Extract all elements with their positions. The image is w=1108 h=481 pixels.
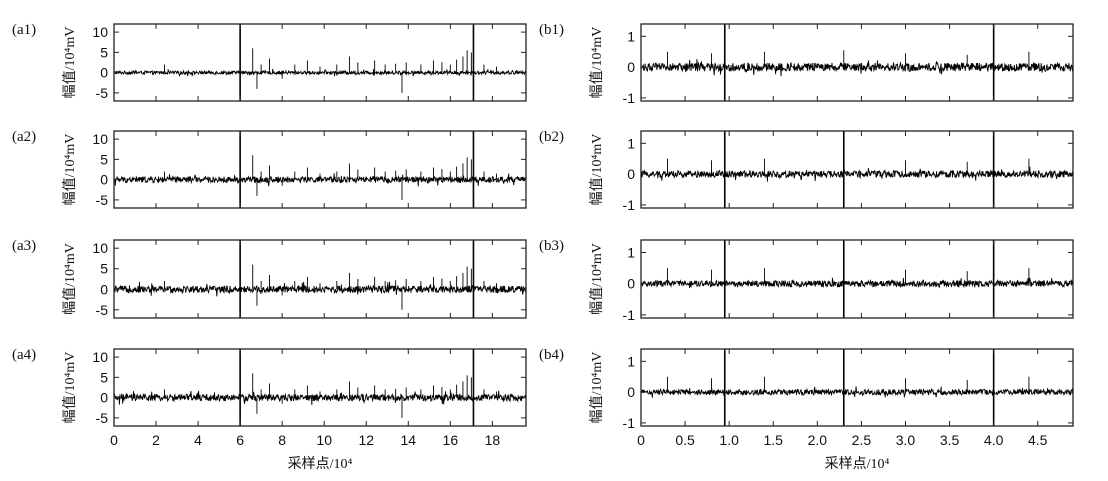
signal-trace-b4 (641, 386, 1073, 398)
y-axis-label-a4: 幅值/10⁴mV (62, 352, 78, 424)
ytick-label-b3-0: 1 (627, 244, 635, 260)
ytick-label-b1-2: -1 (623, 90, 636, 106)
panel-b3: 1 0 -1 (b3) 幅值/10⁴mV (539, 238, 1074, 323)
panel-b1: 1 0 -1 (b1) 幅值/10⁴mV (539, 22, 1074, 106)
panel-label-a2: (a2) (12, 129, 36, 145)
plot-frame-b3 (640, 239, 1074, 319)
xtick-label-a4-2: 4 (194, 432, 202, 448)
xtick-label-a4-5: 10 (316, 432, 332, 448)
plot-frame-a2 (113, 130, 527, 209)
ytick-label-b1-0: 1 (627, 28, 635, 44)
ytick-label-b2-2: -1 (623, 197, 636, 213)
signal-trace-b3 (641, 277, 1073, 289)
ytick-label-a1-2: 0 (100, 65, 108, 81)
ytick-label-a3-3: -5 (96, 302, 109, 318)
xtick-label-b4-3: 1.5 (764, 432, 784, 448)
xtick-label-b4-6: 3.0 (896, 432, 916, 448)
ytick-label-a4-2: 0 (100, 390, 108, 406)
xtick-label-b4-4: 2.0 (808, 432, 828, 448)
ytick-label-a3-2: 0 (100, 281, 108, 297)
xtick-label-a4-9: 18 (485, 432, 501, 448)
xtick-label-a4-6: 12 (358, 432, 374, 448)
signal-trace-b1 (641, 58, 1073, 77)
ytick-label-a3-1: 5 (100, 261, 108, 277)
ytick-label-a2-1: 5 (100, 151, 108, 167)
xtick-label-b4-1: 0.5 (675, 432, 695, 448)
ytick-label-b1-1: 0 (627, 59, 635, 75)
xtick-label-a4-1: 2 (152, 432, 160, 448)
ytick-label-b3-1: 0 (627, 276, 635, 292)
panel-b4: 10-10 0.5 1.0 1.5 2.0 2.5 3.0 3.5 4.0 4.5(b4) 幅值/1… (539, 347, 1074, 472)
ytick-label-b2-0: 1 (627, 135, 635, 151)
y-axis-label-a3: 幅值/10⁴mV (62, 243, 78, 315)
panel-a1: 10 5 0 -5 (a1) 幅值/10⁴mV (12, 22, 527, 102)
ytick-label-b3-2: -1 (623, 307, 636, 323)
panel-a3: 10 5 0 -5 (a3) 幅值/10⁴mV (12, 238, 527, 319)
y-axis-label-b1: 幅值/10⁴mV (589, 27, 605, 99)
ytick-label-b4-2: -1 (623, 415, 636, 431)
panel-label-a3: (a3) (12, 238, 36, 254)
y-axis-label-a2: 幅值/10⁴mV (62, 134, 78, 206)
ytick-label-a4-1: 5 (100, 369, 108, 385)
signal-trace-b2 (641, 166, 1073, 182)
plot-frame-b1 (640, 23, 1074, 102)
xtick-label-a4-3: 6 (236, 432, 244, 448)
panel-label-a4: (a4) (12, 347, 36, 363)
y-axis-label-b3: 幅值/10⁴mV (589, 243, 605, 315)
panel-a2: 10 5 0 -5 (a2) 幅值/10⁴mV (12, 129, 527, 209)
ytick-label-b2-1: 0 (627, 166, 635, 182)
panel-label-b3: (b3) (539, 238, 564, 254)
xtick-label-a4-7: 14 (400, 432, 416, 448)
ytick-label-b4-0: 1 (627, 353, 635, 369)
ytick-label-a4-0: 10 (92, 349, 108, 365)
ytick-label-a2-2: 0 (100, 172, 108, 188)
y-axis-label-b2: 幅值/10⁴mV (589, 134, 605, 206)
ytick-label-a2-0: 10 (92, 131, 108, 147)
xtick-label-b4-5: 2.5 (852, 432, 872, 448)
x-axis-label-b4: 采样点/10⁴ (825, 456, 890, 472)
panel-label-a1: (a1) (12, 22, 36, 38)
plot-frame-a4 (113, 348, 527, 427)
xtick-label-b4-7: 3.5 (940, 432, 960, 448)
panel-b2: 1 0 -1 (b2) 幅值/10⁴mV (539, 129, 1074, 213)
plot-frame-a1 (113, 23, 527, 102)
ytick-label-a4-3: -5 (96, 410, 109, 426)
panel-label-b1: (b1) (539, 22, 564, 38)
xtick-label-b4-8: 4.0 (984, 432, 1004, 448)
xtick-label-a4-8: 16 (443, 432, 459, 448)
ytick-label-a1-3: -5 (96, 85, 109, 101)
ytick-label-a1-0: 10 (92, 24, 108, 40)
ytick-label-a3-0: 10 (92, 240, 108, 256)
ytick-label-a2-3: -5 (96, 192, 109, 208)
ytick-label-b4-1: 0 (627, 384, 635, 400)
xtick-label-b4-9: 4.5 (1028, 432, 1048, 448)
panel-label-b2: (b2) (539, 129, 564, 145)
panel-label-b4: (b4) (539, 347, 564, 363)
y-axis-label-b4: 幅值/10⁴mV (589, 352, 605, 424)
plot-frame-a3 (113, 239, 527, 319)
xtick-label-b4-0: 0 (637, 432, 645, 448)
ytick-label-a1-1: 5 (100, 44, 108, 60)
plot-frame-b2 (640, 130, 1074, 209)
plot-frame-b4 (640, 348, 1074, 427)
xtick-label-a4-0: 0 (110, 432, 118, 448)
xtick-label-b4-2: 1.0 (719, 432, 739, 448)
y-axis-label-a1: 幅值/10⁴mV (62, 27, 78, 99)
xtick-label-a4-4: 8 (278, 432, 286, 448)
x-axis-label-a4: 采样点/10⁴ (288, 456, 353, 472)
